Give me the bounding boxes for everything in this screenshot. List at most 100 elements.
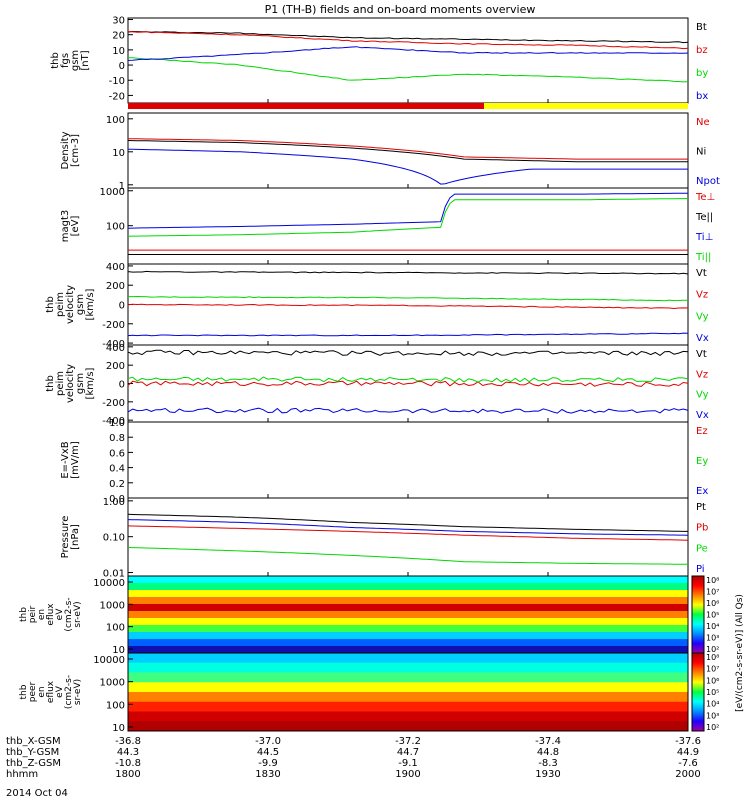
panel-6: 1.00 0.10 0.01 Pressure[nPa] Pt Pb Pe Pi <box>60 497 708 580</box>
panel-7: 10000 1000 100 10 thbpeirenefluxeV(cm2-s-sr-… <box>19 575 689 656</box>
y-tick-label: 0.4 <box>109 464 125 475</box>
legend-label: Pi <box>696 564 705 575</box>
y-tick-label: 400 <box>106 262 125 273</box>
series-line-Vt <box>127 270 689 275</box>
spectrogram-band <box>128 692 688 703</box>
mode-bar-fast <box>484 103 688 109</box>
y-axis-label-line: gsm <box>70 50 81 71</box>
y-tick-label: 10 <box>112 723 125 734</box>
y-tick-label: 10 <box>112 46 125 57</box>
legend-label: Npot <box>696 176 720 187</box>
y-axis-label-line: [nT] <box>80 50 91 70</box>
y-tick-label: 0.8 <box>109 433 125 444</box>
series-line-Pb <box>127 525 689 541</box>
colorbar-tick: 10⁷ <box>706 665 719 674</box>
legend-label: Pt <box>696 502 706 513</box>
y-tick-label: -200 <box>102 320 125 331</box>
y-tick-label: 1000 <box>100 600 125 611</box>
y-axis-label-line: peir <box>28 605 38 623</box>
spectrogram-band <box>128 590 688 598</box>
spectrogram-band <box>128 604 688 612</box>
y-tick-label: -10 <box>109 76 125 87</box>
series-line-Pt <box>127 513 688 532</box>
y-tick-label: 0.2 <box>109 479 125 490</box>
y-axis-label-line: en <box>37 609 47 620</box>
y-tick-label: 1.0 <box>109 418 125 429</box>
y-axis-label-line: velocity <box>65 285 76 324</box>
y-tick-label: -20 <box>109 91 125 102</box>
ephemeris-value: 2000 <box>675 769 700 780</box>
panel-8: 10000 1000 100 10 thbpeerenefluxeV(cm2-s-sr-… <box>19 652 689 734</box>
spectrogram-band <box>128 672 688 683</box>
y-tick-label: 0.0 <box>109 494 125 505</box>
spectrogram-band <box>128 682 688 693</box>
y-axis-label-line: eV <box>55 608 65 621</box>
y-axis-label-line: peim <box>55 371 66 396</box>
ephemeris-value: -36.8 <box>115 736 141 747</box>
legend-label: Ti⊥ <box>695 232 713 243</box>
y-tick-label: 100 <box>106 623 125 634</box>
legend-label: Vt <box>696 268 707 279</box>
ephemeris-value: 1830 <box>255 769 280 780</box>
y-tick-label: -400 <box>102 416 125 427</box>
y-axis-label-line: [km/s] <box>85 367 96 399</box>
ephemeris-value: 44.5 <box>257 747 279 758</box>
colorbar-tick: 10⁸ <box>706 653 719 662</box>
panel-2: 1000 100 magt3[eV] Te⊥ Te|| Ti⊥ Ti|| <box>60 187 715 265</box>
y-tick-label: 0 <box>119 61 125 72</box>
panel-1: 100 10 1 Density[cm-3] Ne Ni Npot <box>60 112 720 192</box>
y-tick-label: 100 <box>106 115 125 126</box>
y-tick-label: 1.00 <box>103 497 125 508</box>
series-line-Ti|| <box>127 198 689 237</box>
legend-label: Bt <box>696 22 707 33</box>
y-axis-label-line: gsm <box>75 373 86 394</box>
panel-frame <box>127 421 689 499</box>
series-line-Vy <box>128 295 689 302</box>
y-tick-label: 0 <box>119 301 125 312</box>
ephemeris-value: -9.9 <box>258 758 278 769</box>
ephemeris-value: -9.1 <box>398 758 418 769</box>
panel-3: 400 200 0 -200 -400 thbpeimvelocitygsm[km/s] V… <box>45 262 709 350</box>
y-axis-label-line: sr-eV) <box>73 601 83 627</box>
y-axis-label-line: thb <box>50 52 61 69</box>
legend-label: Vz <box>696 290 708 301</box>
ephemeris-value: 44.3 <box>117 747 139 758</box>
y-tick-label: 200 <box>106 281 125 292</box>
colorbar-tick: 10⁴ <box>706 700 719 709</box>
spectrogram-band <box>128 625 688 633</box>
ephemeris-table: thb_X-GSM -36.8 -37.0 -37.2 -37.4 -37.6 thb_Y-… <box>6 736 701 780</box>
legend-label: Ne <box>696 117 710 128</box>
y-axis-label-line: [cm-3] <box>70 134 81 167</box>
y-tick-label: 0 <box>119 380 125 391</box>
spectrogram-band <box>128 611 688 619</box>
panel-5: 1.0 0.8 0.6 0.4 0.2 0.0 E=-VxB[mV/m] Ez Ey Ex <box>60 418 708 505</box>
series-line-bx <box>127 46 689 61</box>
y-tick-label: 0.6 <box>109 448 125 459</box>
y-axis-label-line: [nPa] <box>70 524 81 550</box>
y-axis-label-line: magt3 <box>60 210 71 243</box>
colorbar-tick: 10⁶ <box>706 676 719 685</box>
y-axis-label-line: peer <box>28 681 38 702</box>
spectrogram-band <box>128 632 688 640</box>
y-axis-label-line: thb <box>45 296 56 313</box>
ephemeris-value: 1800 <box>115 769 140 780</box>
colorbar-tick: 10⁶ <box>706 599 719 608</box>
y-axis-label: thbpeimvelocitygsm[km/s] <box>45 364 96 403</box>
y-axis-label-line: Pressure <box>60 516 71 559</box>
colorbar-group: 10²10³10⁴10⁵10⁶10⁷10⁸10²10³10⁴10⁵10⁶10⁷1… <box>691 575 745 732</box>
mode-bar-slow <box>128 103 484 109</box>
series-line-Bt <box>127 30 689 44</box>
figure-title: P1 (TH-B) fields and on-board moments ov… <box>265 3 536 16</box>
y-axis-label: magt3[eV] <box>60 210 81 243</box>
ephemeris-value: -37.2 <box>395 736 421 747</box>
series-line-Vz <box>127 380 689 387</box>
ephemeris-value: 44.9 <box>677 747 699 758</box>
spectrogram-band <box>128 662 688 673</box>
spectrogram-band <box>128 597 688 605</box>
ephemeris-value: 1900 <box>395 769 420 780</box>
y-tick-label: 0.10 <box>103 533 125 544</box>
series-line-Pe <box>127 547 689 565</box>
y-axis-label-line: velocity <box>65 364 76 403</box>
panels-group: 3020100-10-20thbfgsgsm[nT]Btbzbybx100101… <box>19 16 720 734</box>
y-tick-label: 10000 <box>93 655 125 666</box>
